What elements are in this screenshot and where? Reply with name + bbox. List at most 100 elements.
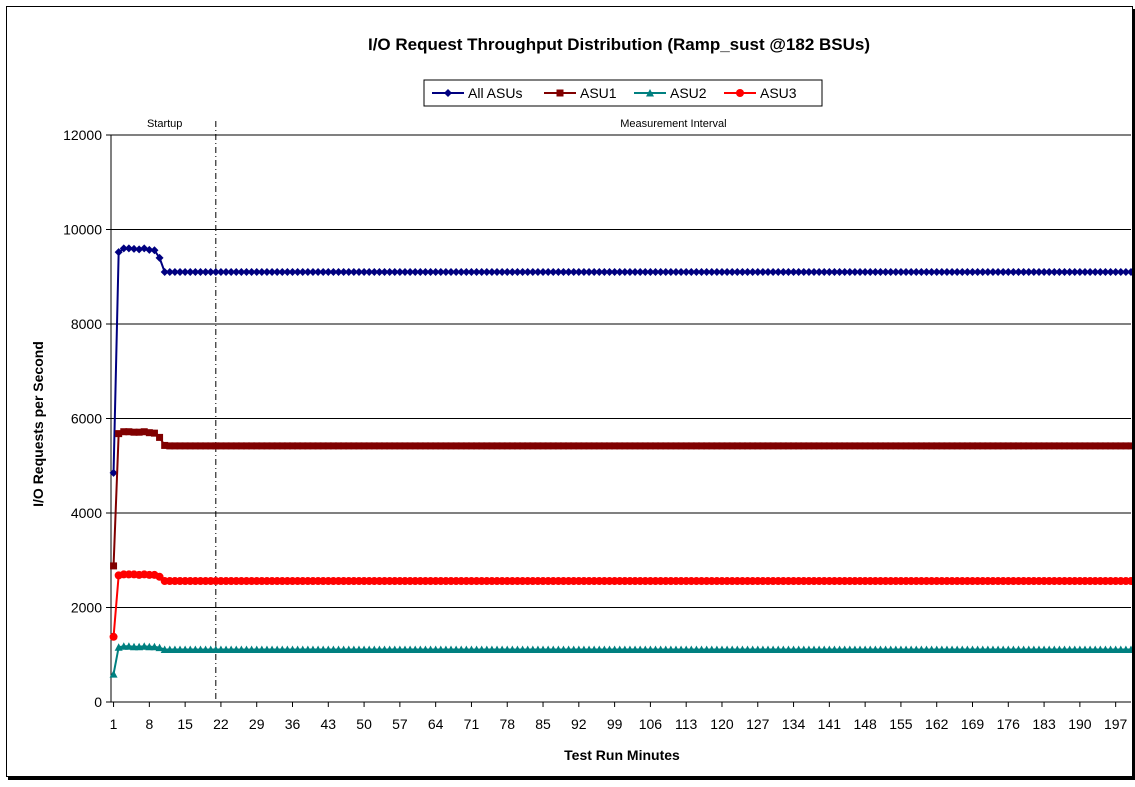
data-point <box>467 268 476 277</box>
data-point <box>892 442 900 450</box>
data-point <box>467 645 476 654</box>
x-tick-label: 99 <box>607 716 623 732</box>
data-point <box>1112 442 1120 450</box>
data-point <box>738 268 747 277</box>
data-point <box>948 268 957 277</box>
data-point <box>646 442 654 450</box>
data-point <box>482 645 491 654</box>
data-point <box>841 442 849 450</box>
legend-label: ASU1 <box>580 85 617 101</box>
data-point <box>973 645 982 654</box>
data-point <box>319 268 328 277</box>
data-point <box>1061 442 1069 450</box>
data-point <box>487 268 496 277</box>
data-point <box>559 645 568 654</box>
data-point <box>483 442 491 450</box>
data-point <box>344 645 353 654</box>
data-point <box>308 645 317 654</box>
data-point <box>1107 442 1115 450</box>
data-point <box>493 645 502 654</box>
data-point <box>702 268 711 277</box>
data-point <box>191 442 199 450</box>
data-point <box>830 442 838 450</box>
data-point <box>953 645 962 654</box>
data-point <box>1004 268 1013 277</box>
data-point <box>942 268 951 277</box>
data-point <box>994 442 1002 450</box>
data-point <box>621 442 629 450</box>
data-point <box>1029 268 1038 277</box>
legend-label: All ASUs <box>468 85 522 101</box>
data-point <box>293 645 302 654</box>
data-point <box>871 645 880 654</box>
series-line <box>112 247 1131 473</box>
x-tick-label: 106 <box>639 716 663 732</box>
data-point <box>268 268 277 277</box>
data-point <box>753 268 762 277</box>
data-point <box>871 442 879 450</box>
data-point <box>360 645 369 654</box>
chart-title: I/O Request Throughput Distribution (Ram… <box>368 35 870 54</box>
data-point <box>999 442 1007 450</box>
data-point <box>533 268 542 277</box>
data-point <box>411 442 419 450</box>
data-point <box>140 428 148 436</box>
data-point <box>902 645 911 654</box>
data-point <box>202 442 210 450</box>
data-point <box>170 645 179 654</box>
data-point <box>671 268 680 277</box>
data-point <box>196 645 205 654</box>
x-tick-label: 50 <box>356 716 372 732</box>
data-point <box>370 645 379 654</box>
data-point <box>754 442 762 450</box>
data-point <box>744 442 752 450</box>
data-point <box>1070 268 1079 277</box>
x-tick-label: 36 <box>285 716 301 732</box>
data-point <box>804 645 813 654</box>
data-point <box>615 268 624 277</box>
data-point <box>646 268 655 277</box>
data-point <box>1055 442 1063 450</box>
data-point <box>1030 442 1038 450</box>
data-point <box>620 645 629 654</box>
data-point <box>763 645 772 654</box>
data-point <box>999 268 1008 277</box>
data-point <box>340 442 348 450</box>
data-point <box>444 89 452 97</box>
data-point <box>288 645 297 654</box>
data-point <box>840 268 849 277</box>
data-point <box>115 430 123 438</box>
data-point <box>717 268 726 277</box>
data-point <box>1086 442 1094 450</box>
data-point <box>365 442 373 450</box>
data-point <box>753 645 762 654</box>
data-point <box>948 442 956 450</box>
data-point <box>473 442 481 450</box>
data-point <box>160 268 169 277</box>
data-point <box>590 645 599 654</box>
data-point <box>856 645 865 654</box>
data-point <box>886 268 895 277</box>
data-point <box>800 442 808 450</box>
data-point <box>273 442 281 450</box>
data-point <box>641 442 649 450</box>
data-point <box>825 645 834 654</box>
data-point <box>646 89 654 97</box>
data-point <box>324 442 332 450</box>
data-point <box>119 244 128 253</box>
data-point <box>933 442 941 450</box>
data-point <box>283 442 291 450</box>
phase-label: Measurement Interval <box>620 118 726 130</box>
data-point <box>513 268 522 277</box>
data-point <box>130 642 139 651</box>
data-point <box>769 442 777 450</box>
data-point <box>774 442 782 450</box>
data-point <box>130 244 139 253</box>
data-point <box>805 442 813 450</box>
data-point <box>528 645 537 654</box>
data-point <box>718 442 726 450</box>
data-point <box>1091 268 1100 277</box>
data-point <box>850 268 859 277</box>
data-point <box>569 268 578 277</box>
data-point <box>523 645 532 654</box>
